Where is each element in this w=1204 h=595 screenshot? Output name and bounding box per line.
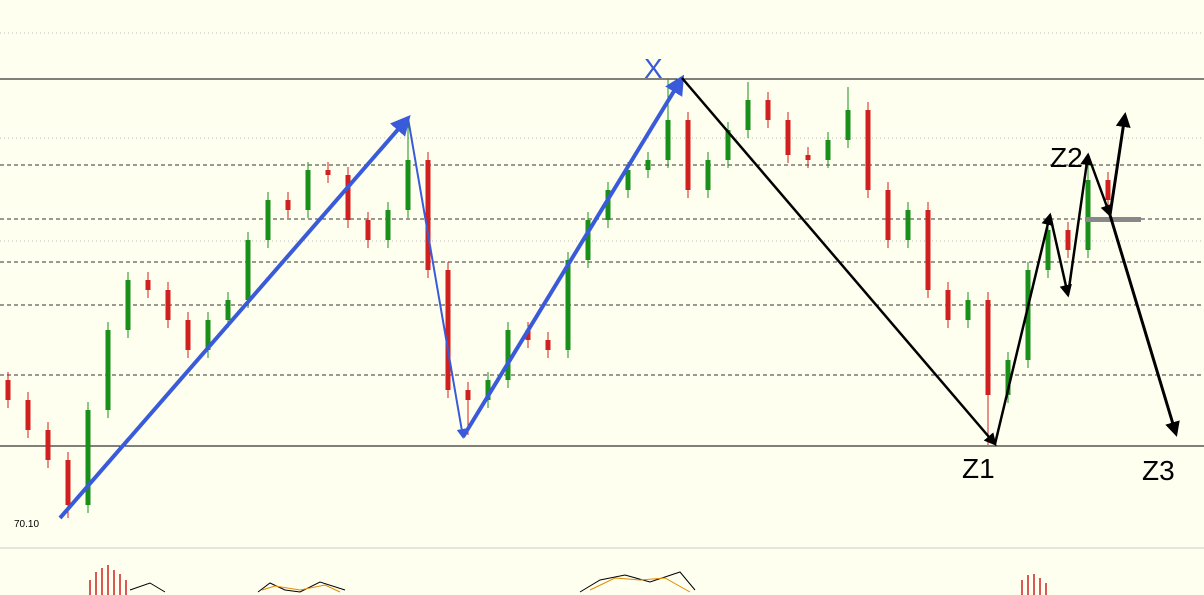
annotation: Z1 <box>962 453 995 484</box>
low-label: 70.10 <box>14 519 39 530</box>
candle-body <box>1065 230 1071 250</box>
candle-body <box>425 160 431 270</box>
candle-body <box>205 320 211 350</box>
candle-body <box>805 155 811 160</box>
candle-body <box>445 270 451 390</box>
candle-body <box>665 120 671 160</box>
candle-body <box>525 330 531 340</box>
indicator-panel <box>89 565 1047 595</box>
candle-body <box>165 290 171 320</box>
candle-body <box>865 110 871 190</box>
candle-body <box>185 320 191 350</box>
candle-body <box>625 170 631 190</box>
candle-body <box>385 210 391 240</box>
candle-body <box>725 130 731 160</box>
candle-body <box>305 170 311 210</box>
candle-body <box>345 175 351 220</box>
candle-body <box>485 380 491 400</box>
candle-body <box>1045 230 1051 270</box>
candle-body <box>45 430 51 460</box>
candle-body <box>65 460 71 505</box>
candle-body <box>785 120 791 155</box>
levels <box>0 32 1204 447</box>
candle-body <box>225 300 231 320</box>
level-marker <box>1085 217 1141 222</box>
candle-body <box>565 260 571 350</box>
candle-body <box>945 290 951 320</box>
candle-body <box>825 140 831 160</box>
candle-body <box>325 170 331 175</box>
candle-body <box>545 340 551 350</box>
candle-body <box>985 300 991 395</box>
candle-body <box>685 120 691 190</box>
candle-body <box>365 220 371 240</box>
candle-body <box>765 100 771 120</box>
annotation: Z2 <box>1050 142 1083 173</box>
candle-body <box>845 110 851 140</box>
candle-body <box>1085 180 1091 250</box>
candle-body <box>505 330 511 380</box>
candle-body <box>885 190 891 240</box>
candle-body <box>105 330 111 410</box>
candle-body <box>5 380 11 400</box>
annotation: Z3 <box>1142 455 1175 486</box>
candle-body <box>145 280 151 290</box>
annotation: X <box>644 53 663 84</box>
candle-body <box>245 240 251 300</box>
candle-body <box>405 160 411 210</box>
candle-body <box>25 400 31 430</box>
candle-body <box>605 190 611 220</box>
candle-body <box>1025 270 1031 360</box>
candle-body <box>585 220 591 260</box>
candle-body <box>705 160 711 190</box>
candle-body <box>905 210 911 240</box>
candle-body <box>1105 180 1111 200</box>
candle-body <box>85 410 91 505</box>
candle-body <box>965 300 971 320</box>
candle-body <box>265 200 271 240</box>
candle-body <box>125 280 131 330</box>
wave-lines <box>58 74 1180 520</box>
candle-body <box>745 100 751 130</box>
candle-body <box>465 390 471 400</box>
candle-body <box>645 160 651 170</box>
candle-body <box>1005 360 1011 395</box>
candle-body <box>925 210 931 290</box>
candle-body <box>285 200 291 210</box>
